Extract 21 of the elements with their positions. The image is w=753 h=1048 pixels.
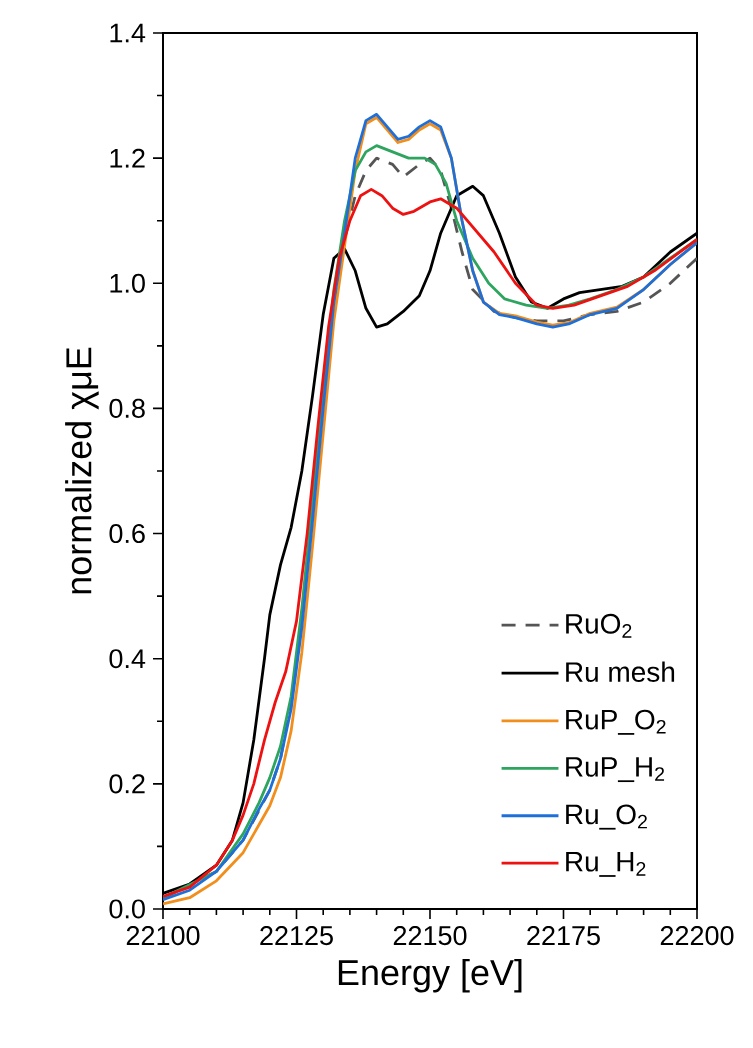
y-tick-label: 0.8 bbox=[109, 398, 145, 418]
legend-label: Ru mesh bbox=[566, 661, 675, 682]
y-tick-label: 0.2 bbox=[109, 774, 145, 794]
x-tick-label: 22200 bbox=[660, 926, 734, 946]
y-tick-label: 0.4 bbox=[109, 649, 146, 669]
y-tick-label: 1.4 bbox=[110, 23, 146, 43]
legend-label: RuO$_{2}$ bbox=[566, 613, 632, 638]
x-tick-label: 22175 bbox=[527, 926, 600, 946]
x-tick-label: 22150 bbox=[393, 926, 467, 946]
y-axis-title: normalized χμE bbox=[65, 347, 99, 594]
y-tick-label: 1.0 bbox=[110, 273, 145, 293]
x-tick-label: 22100 bbox=[126, 926, 200, 946]
y-tick-label: 0.0 bbox=[109, 899, 145, 919]
x-tick-label: 22125 bbox=[260, 926, 333, 946]
legend-label: RuP_H$_{2}$ bbox=[566, 757, 665, 783]
y-tick-label: 1.2 bbox=[110, 148, 145, 168]
legend-label: Ru_H$_{2}$ bbox=[566, 852, 646, 877]
legend-label: Ru_O$_{2}$ bbox=[566, 804, 647, 830]
x-axis-title: Energy [eV] bbox=[338, 958, 522, 993]
legend-label: RuP_O$_{2}$ bbox=[566, 709, 666, 735]
y-tick-label: 0.6 bbox=[109, 524, 145, 544]
